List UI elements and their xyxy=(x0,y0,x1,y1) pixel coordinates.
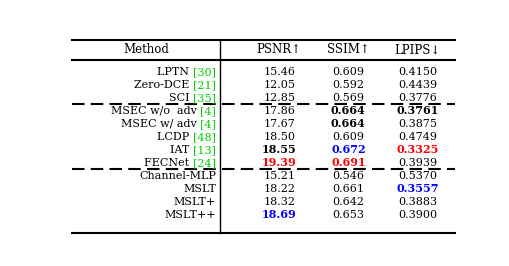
Text: 0.3883: 0.3883 xyxy=(397,197,436,207)
Text: [13]: [13] xyxy=(192,145,215,155)
Text: [30]: [30] xyxy=(192,67,215,77)
Text: 0.4749: 0.4749 xyxy=(397,132,436,142)
Text: SSIM↑: SSIM↑ xyxy=(326,43,369,56)
Text: 15.46: 15.46 xyxy=(263,67,295,77)
Text: MSLT+: MSLT+ xyxy=(174,197,215,207)
Text: MSLT++: MSLT++ xyxy=(164,210,215,220)
Text: 18.22: 18.22 xyxy=(263,184,295,194)
Text: 12.85: 12.85 xyxy=(263,93,295,103)
Text: 0.653: 0.653 xyxy=(332,210,363,220)
Text: 0.3900: 0.3900 xyxy=(397,210,436,220)
Text: 0.3325: 0.3325 xyxy=(395,144,438,155)
Text: 19.39: 19.39 xyxy=(261,157,296,168)
Text: 0.664: 0.664 xyxy=(330,118,365,129)
Text: MSLT: MSLT xyxy=(183,184,215,194)
Text: 0.672: 0.672 xyxy=(330,144,365,155)
Text: [21]: [21] xyxy=(192,80,215,90)
Text: LCDP: LCDP xyxy=(157,132,192,142)
Text: Method: Method xyxy=(124,43,169,56)
Text: 0.5370: 0.5370 xyxy=(397,171,436,181)
Text: Channel-MLP: Channel-MLP xyxy=(139,171,215,181)
Text: [35]: [35] xyxy=(192,93,215,103)
Text: 0.609: 0.609 xyxy=(332,132,363,142)
Text: [48]: [48] xyxy=(192,132,215,142)
Text: FECNet: FECNet xyxy=(144,158,192,168)
Text: 0.661: 0.661 xyxy=(332,184,363,194)
Text: 12.05: 12.05 xyxy=(263,80,295,90)
Text: 0.3875: 0.3875 xyxy=(397,119,436,129)
Text: 0.3761: 0.3761 xyxy=(395,105,438,117)
Text: 18.32: 18.32 xyxy=(263,197,295,207)
Text: 0.592: 0.592 xyxy=(332,80,363,90)
Text: 18.69: 18.69 xyxy=(261,209,296,221)
Text: 0.609: 0.609 xyxy=(332,67,363,77)
Text: Zero-DCE: Zero-DCE xyxy=(134,80,192,90)
Text: [4]: [4] xyxy=(200,119,215,129)
Text: 0.664: 0.664 xyxy=(330,105,365,117)
Text: 0.642: 0.642 xyxy=(332,197,363,207)
Text: 0.4439: 0.4439 xyxy=(397,80,436,90)
Text: 0.569: 0.569 xyxy=(332,93,363,103)
Text: IAT: IAT xyxy=(170,145,192,155)
Text: MSEC w/ adv: MSEC w/ adv xyxy=(121,119,200,129)
Text: LPTN: LPTN xyxy=(157,67,192,77)
Text: 0.3939: 0.3939 xyxy=(397,158,436,168)
Text: 17.67: 17.67 xyxy=(263,119,295,129)
Text: 18.55: 18.55 xyxy=(261,144,296,155)
Text: 15.21: 15.21 xyxy=(263,171,295,181)
Text: 0.4150: 0.4150 xyxy=(397,67,436,77)
Text: 17.86: 17.86 xyxy=(263,106,295,116)
Text: PSNR↑: PSNR↑ xyxy=(256,43,301,56)
Text: MSEC w/o  adv: MSEC w/o adv xyxy=(110,106,200,116)
Text: 18.50: 18.50 xyxy=(263,132,295,142)
Text: 0.546: 0.546 xyxy=(332,171,363,181)
Text: [24]: [24] xyxy=(192,158,215,168)
Text: [4]: [4] xyxy=(200,106,215,116)
Text: 0.3557: 0.3557 xyxy=(395,184,438,194)
Text: 0.691: 0.691 xyxy=(330,157,365,168)
Text: LPIPS↓: LPIPS↓ xyxy=(393,43,440,56)
Text: SCI: SCI xyxy=(168,93,192,103)
Text: 0.3776: 0.3776 xyxy=(398,93,436,103)
